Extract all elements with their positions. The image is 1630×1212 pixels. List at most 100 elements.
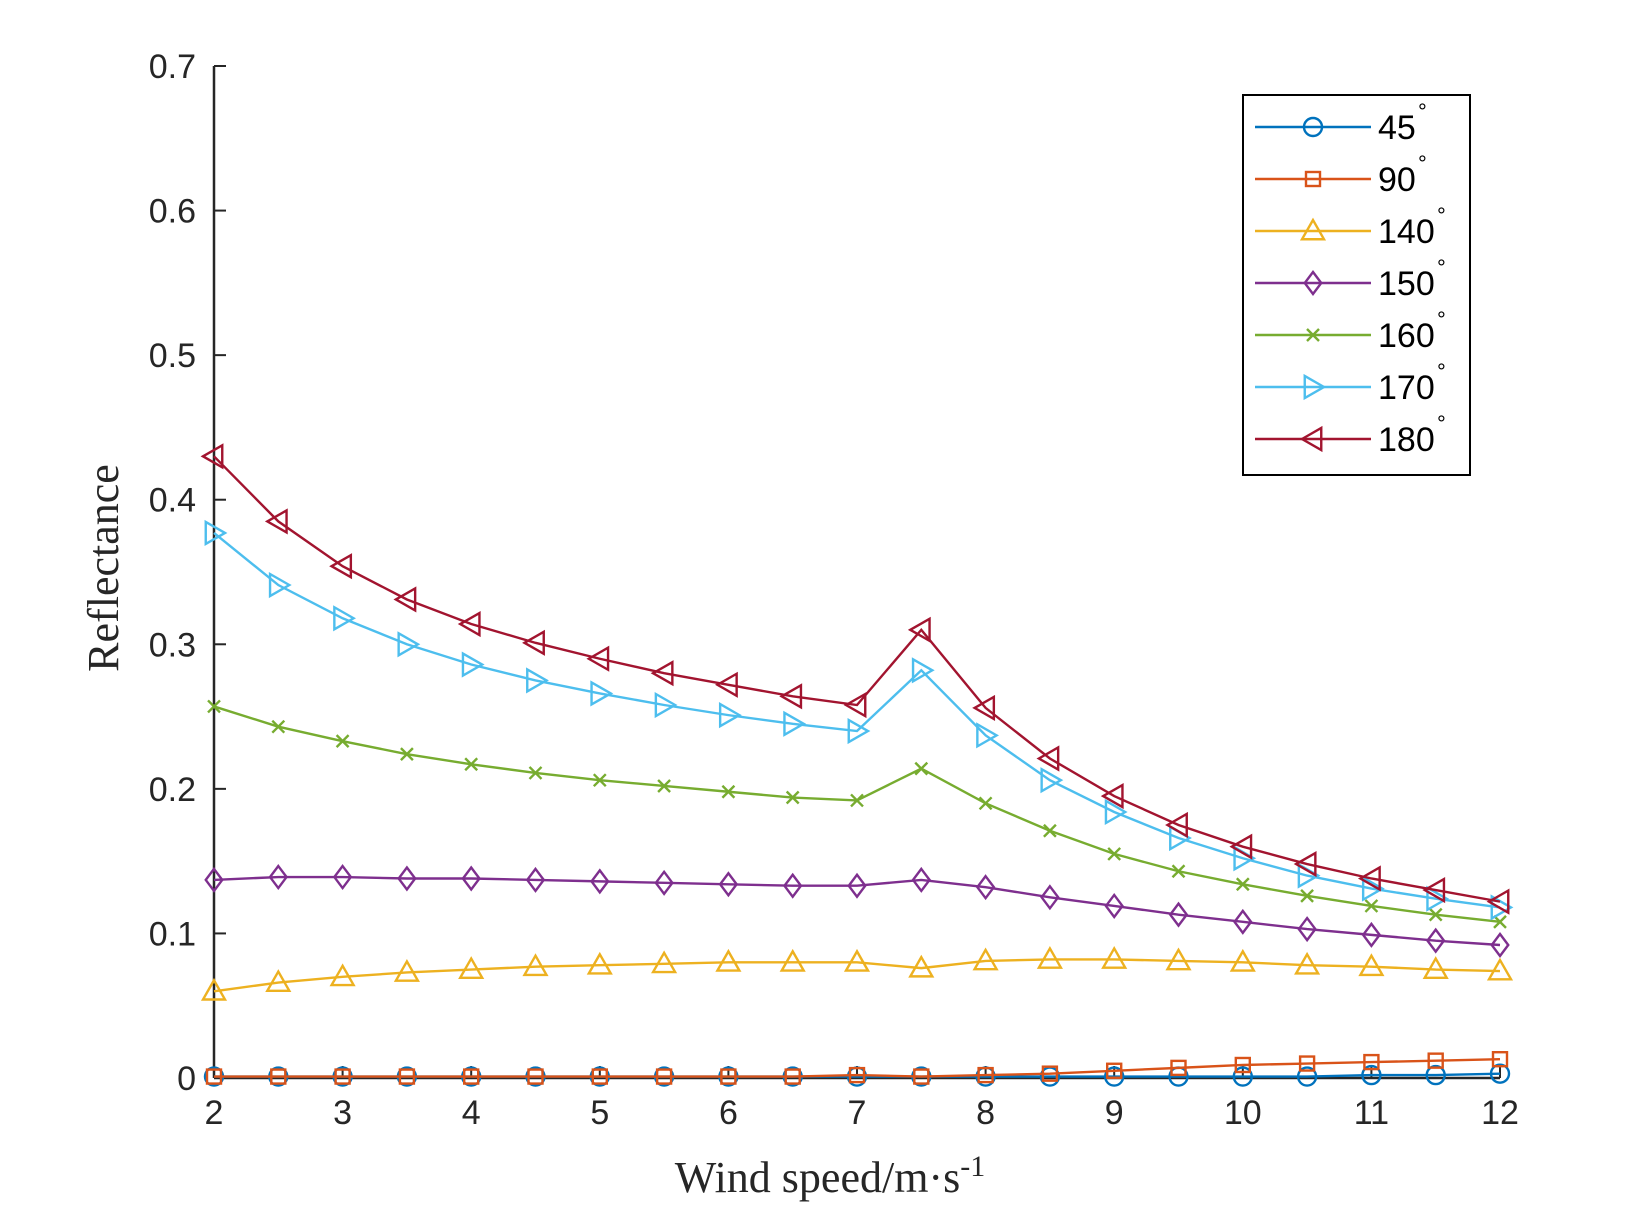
series-line: [213, 532, 1501, 909]
legend-entry: 90 °: [1255, 151, 1427, 199]
data-point: [1357, 865, 1381, 892]
legend-degree: °: [1437, 359, 1446, 384]
data-point: [271, 719, 286, 734]
data-point: [783, 710, 807, 737]
data-point: [1232, 1066, 1254, 1087]
legend-label: 160: [1378, 317, 1435, 355]
y-tick-label: 0.7: [149, 48, 196, 86]
data-point: [1297, 916, 1317, 943]
legend-label: 140: [1378, 213, 1435, 251]
data-point: [458, 956, 485, 980]
data-point: [1427, 1052, 1444, 1069]
series-line: [214, 1058, 1501, 1078]
y-tick-label: 0.3: [149, 626, 196, 664]
data-point: [264, 508, 288, 535]
legend-entry: 45 °: [1255, 99, 1427, 147]
data-point: [1036, 745, 1060, 772]
data-point: [1493, 915, 1507, 929]
data-point: [464, 757, 479, 772]
legend-degree: °: [1437, 203, 1446, 228]
legend-degree: °: [1437, 411, 1446, 436]
data-point: [205, 1068, 223, 1085]
data-point: [1036, 946, 1063, 969]
data-point: [1361, 921, 1382, 948]
data-point: [721, 784, 736, 799]
data-point: [463, 1068, 480, 1085]
data-point: [847, 872, 867, 899]
data-point: [1425, 1064, 1446, 1086]
chart-legend: 45 °90 °140 °150 °160 °170 °180 °: [1242, 94, 1471, 476]
data-point: [400, 747, 414, 762]
data-point: [1040, 767, 1064, 794]
x-tick-label: 11: [1354, 1094, 1389, 1132]
data-point: [586, 645, 610, 672]
x-tick-label: 4: [462, 1094, 481, 1132]
x-tick-label: 12: [1481, 1094, 1519, 1132]
legend-marker: [1306, 328, 1320, 342]
x-tick-label: 3: [333, 1094, 352, 1132]
data-point: [522, 953, 549, 977]
legend-degree: °: [1437, 307, 1446, 332]
y-tick-label: 0.5: [149, 337, 196, 375]
legend-label: 180: [1378, 421, 1435, 459]
legend-marker: [1302, 116, 1324, 138]
data-point: [1171, 864, 1186, 879]
data-point: [843, 948, 871, 972]
data-point: [200, 443, 224, 470]
data-point: [1426, 885, 1450, 912]
series-line: [213, 958, 1501, 993]
data-point: [1425, 927, 1446, 954]
series-180: [200, 443, 1510, 915]
data-point: [393, 586, 417, 613]
data-point: [526, 667, 549, 694]
data-point: [779, 948, 806, 972]
x-tick-label: 9: [1105, 1094, 1124, 1132]
data-point: [911, 657, 935, 684]
data-point: [785, 790, 800, 805]
data-point: [207, 699, 221, 714]
data-point: [784, 1068, 801, 1085]
data-point: [907, 616, 931, 643]
data-point: [1100, 783, 1124, 810]
data-point: [204, 866, 224, 893]
data-point: [1363, 1053, 1380, 1071]
data-point: [914, 761, 929, 776]
chart-axes: 00.10.20.30.40.50.60.72 3 4 5 6 7 8 9 10 11 12: [149, 48, 1519, 1132]
legend-marker: [1303, 270, 1323, 296]
data-point: [977, 1066, 994, 1084]
legend-entry: 150 °: [1255, 255, 1446, 303]
data-point: [397, 865, 417, 892]
series-150: [204, 864, 1510, 958]
data-point: [1165, 947, 1192, 971]
legend-label: 170: [1378, 369, 1435, 407]
series-140: [200, 946, 1514, 1001]
legend-marker: [1299, 425, 1323, 453]
data-point: [843, 691, 867, 719]
data-point: [1043, 823, 1057, 838]
x-axis-label: Wind speed/m·s-1: [675, 1150, 985, 1203]
data-point: [714, 671, 738, 698]
data-point: [976, 722, 1000, 749]
y-tick-label: 0.6: [149, 193, 196, 231]
data-point: [527, 1068, 544, 1085]
data-point: [911, 866, 932, 893]
data-point: [397, 631, 421, 658]
data-point: [718, 702, 742, 729]
y-tick-label: 0.4: [149, 482, 196, 520]
data-point: [651, 950, 678, 974]
data-point: [1229, 948, 1256, 972]
series-160: [207, 699, 1507, 929]
legend-marker: [1304, 170, 1322, 188]
y-tick-label: 0.2: [149, 771, 196, 809]
data-point: [329, 963, 356, 987]
data-point: [654, 869, 674, 896]
series-line: [213, 455, 1501, 903]
data-point: [720, 1068, 737, 1085]
data-point: [908, 954, 935, 978]
data-point: [1298, 1055, 1316, 1072]
data-point: [592, 773, 607, 788]
data-point: [591, 1068, 608, 1085]
data-point: [654, 691, 678, 719]
x-axis-label-superscript: -1: [960, 1150, 985, 1183]
